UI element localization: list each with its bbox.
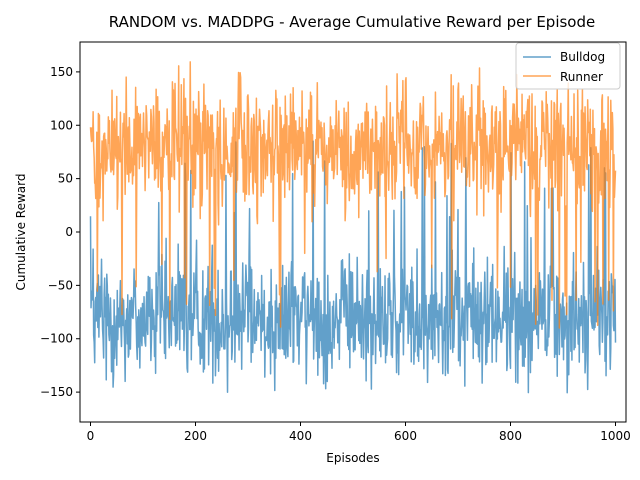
x-tick-label: 600: [394, 429, 417, 443]
legend: Bulldog Runner: [515, 42, 621, 90]
x-tick-label: 400: [289, 429, 312, 443]
x-tick-label: 200: [184, 429, 207, 443]
x-tick-label: 0: [87, 429, 95, 443]
y-tick-label: 150: [50, 65, 73, 79]
legend-label-runner: Runner: [560, 70, 603, 84]
y-axis-ticks: −150 −100 −50 0 50 100 150: [40, 65, 80, 399]
x-tick-label: 1000: [600, 429, 631, 443]
series-line-runner: [89, 61, 617, 329]
y-axis-label: Cumulative Reward: [14, 174, 28, 291]
y-tick-label: −100: [40, 332, 73, 346]
series-layer: [89, 61, 617, 394]
y-tick-label: −150: [40, 385, 73, 399]
x-axis-label: Episodes: [326, 451, 379, 465]
legend-label-bulldog: Bulldog: [560, 50, 605, 64]
y-tick-label: 0: [65, 225, 73, 239]
y-tick-label: −50: [48, 278, 73, 292]
series-line-bulldog: [89, 140, 617, 394]
legend-box: [515, 42, 621, 90]
x-axis-ticks: 0 200 400 600 800 1000: [87, 422, 631, 443]
y-tick-label: 100: [50, 118, 73, 132]
y-tick-label: 50: [58, 172, 73, 186]
x-tick-label: 800: [499, 429, 522, 443]
chart-title: RANDOM vs. MADDPG - Average Cumulative R…: [109, 13, 595, 31]
